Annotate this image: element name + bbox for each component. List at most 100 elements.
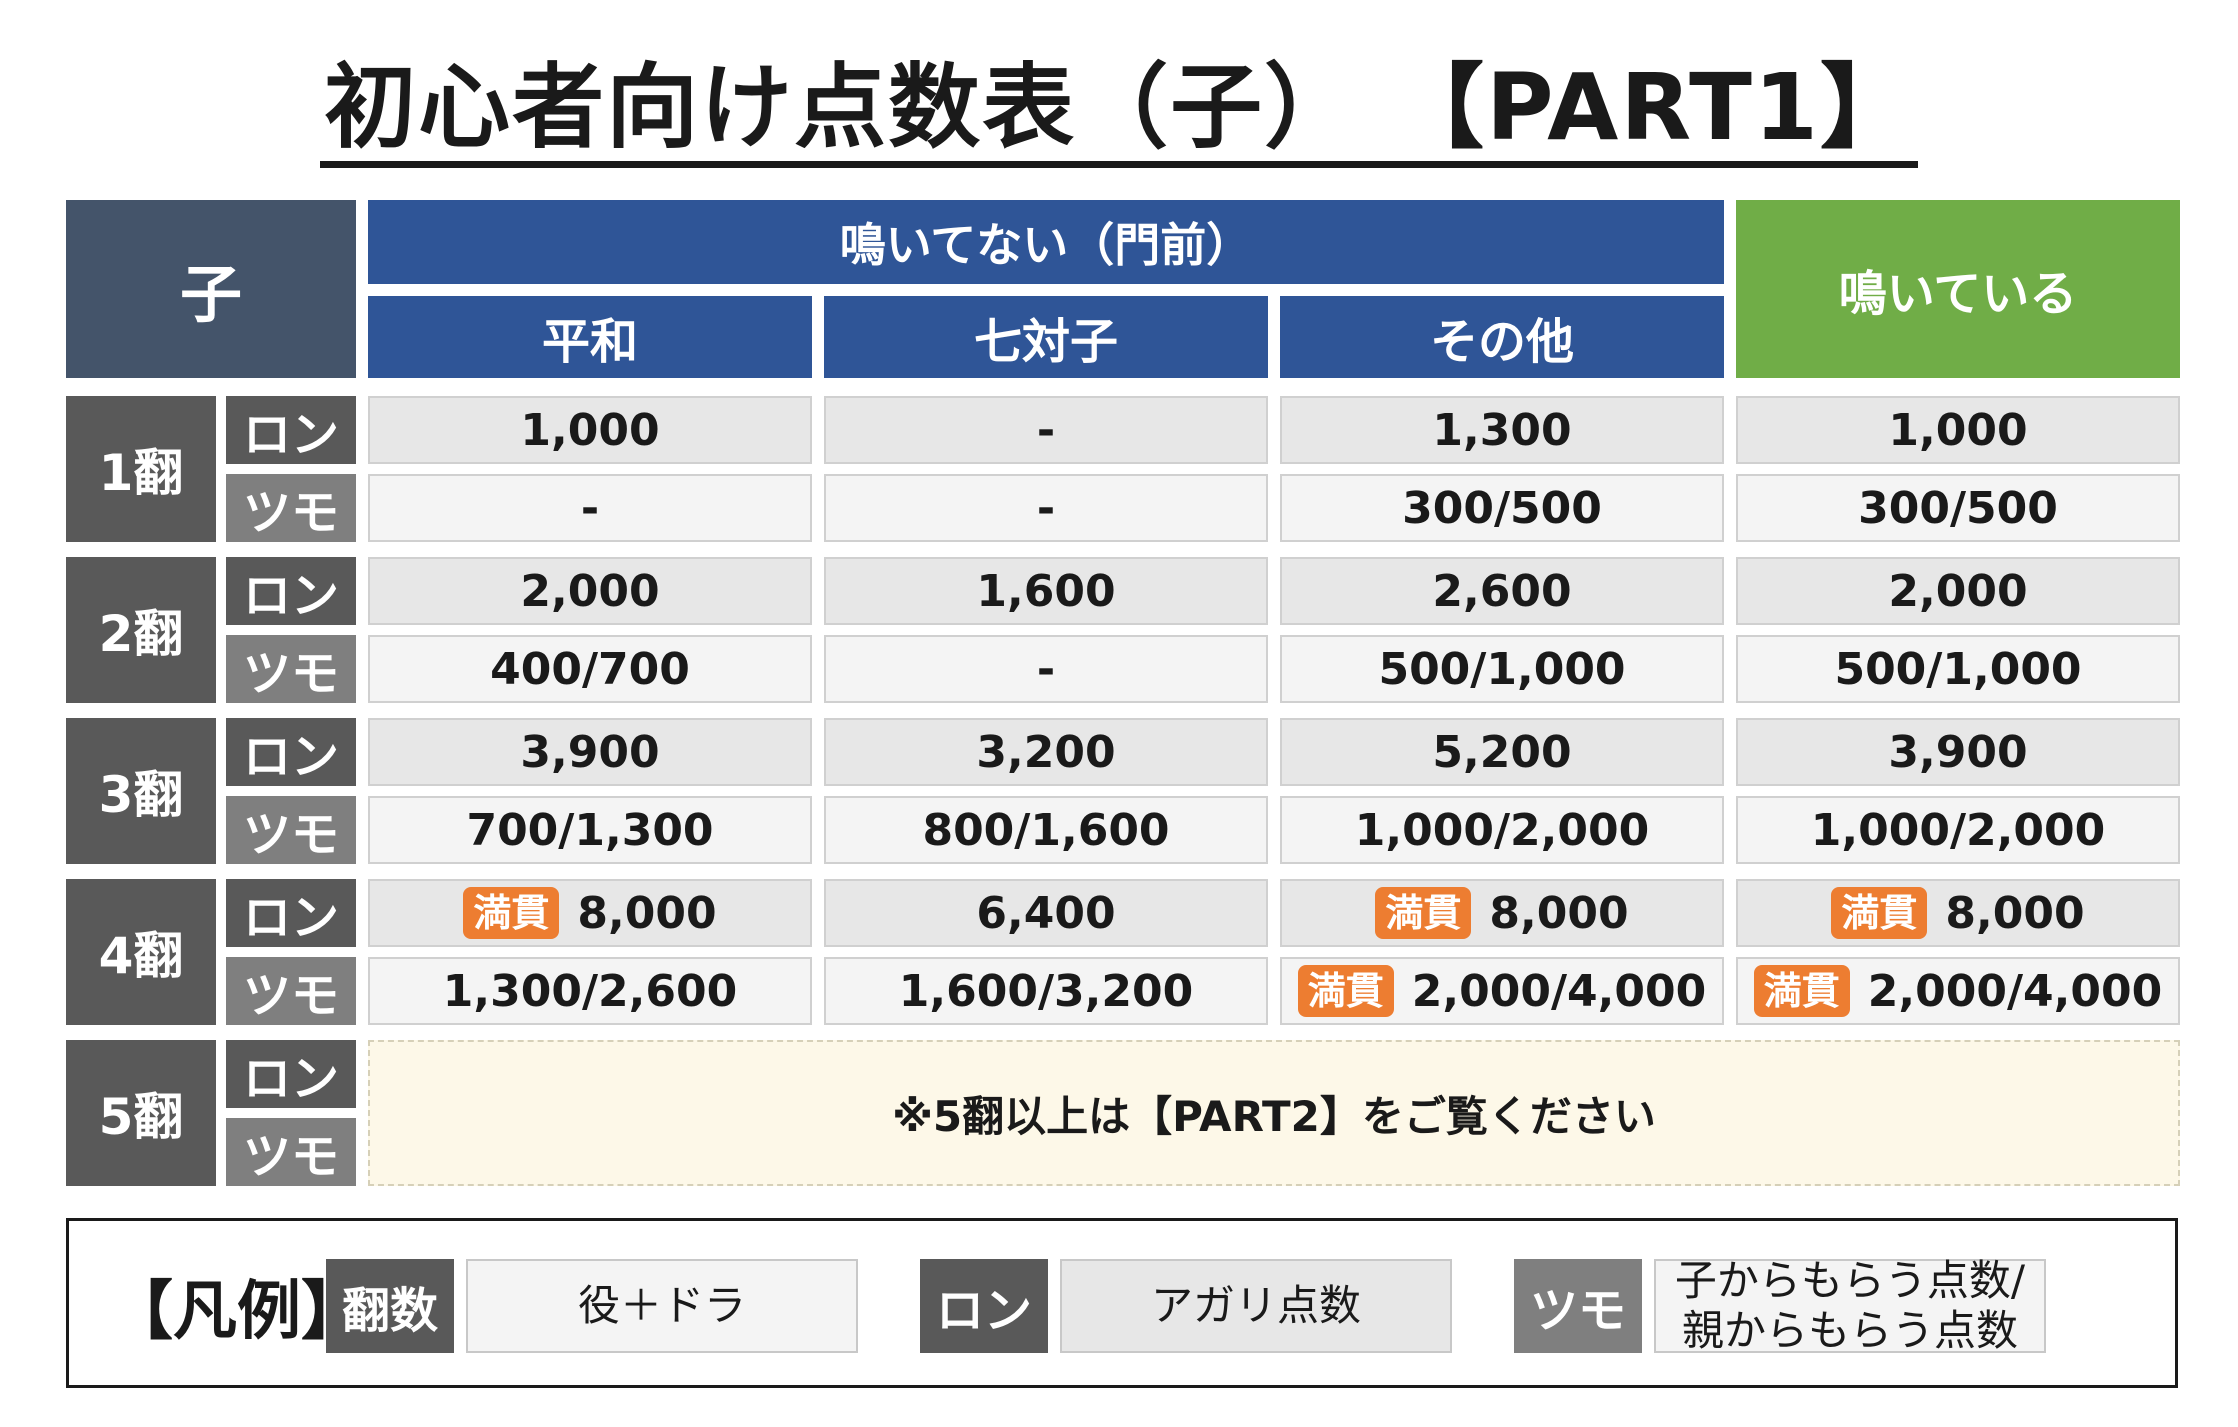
score-value: 700/1,300 [466, 804, 714, 856]
legend-key: 翻数 [326, 1259, 454, 1353]
han-label: 2翻 [66, 557, 216, 703]
corner-label: 子 [66, 200, 356, 378]
score-value: - [1036, 404, 1056, 456]
legend-value: 子からもらう点数/ 親からもらう点数 [1654, 1256, 2046, 1355]
tsumo-label: ツモ [226, 474, 356, 542]
ron-score-cell: 1,300 [1280, 396, 1724, 464]
ron-score-cell: 1,600 [824, 557, 1268, 625]
tsumo-label: ツモ [226, 635, 356, 703]
tsumo-score-cell: 1,300/2,600 [368, 957, 812, 1025]
legend-key: ロン [920, 1259, 1048, 1353]
score-value: 1,600/3,200 [898, 965, 1194, 1017]
tsumo-score-cell: - [824, 474, 1268, 542]
tsumo-score-cell: - [824, 635, 1268, 703]
ron-score-cell: 満貫 8,000 [368, 879, 812, 947]
column-header-1: 平和 [368, 296, 812, 378]
ron-score-cell: 1,000 [1736, 396, 2180, 464]
mangan-badge: 満貫 [463, 887, 560, 939]
ron-score-cell: 3,900 [1736, 718, 2180, 786]
ron-score-cell: 5,200 [1280, 718, 1724, 786]
han-label: 5翻 [66, 1040, 216, 1186]
score-value: - [1036, 482, 1056, 534]
legend-value: 役＋ドラ [466, 1259, 858, 1353]
score-value: 2,000/4,000 [1867, 965, 2163, 1017]
tsumo-score-cell: 1,600/3,200 [824, 957, 1268, 1025]
score-value: 400/700 [490, 643, 690, 695]
open-group-header: 鳴いている [1736, 200, 2180, 378]
ron-score-cell: 2,000 [1736, 557, 2180, 625]
score-value: 3,900 [520, 726, 660, 778]
tsumo-score-cell: 400/700 [368, 635, 812, 703]
score-value: 2,000/4,000 [1411, 965, 1707, 1017]
tsumo-score-cell: 800/1,600 [824, 796, 1268, 864]
tsumo-label: ツモ [226, 796, 356, 864]
tsumo-score-cell: 500/1,000 [1280, 635, 1724, 703]
score-value: 1,300 [1432, 404, 1572, 456]
ron-score-cell: 満貫 8,000 [1736, 879, 2180, 947]
score-value: 6,400 [976, 887, 1116, 939]
ron-score-cell: 3,200 [824, 718, 1268, 786]
score-value: 300/500 [1402, 482, 1602, 534]
ron-score-cell: 6,400 [824, 879, 1268, 947]
ron-score-cell: 3,900 [368, 718, 812, 786]
ron-label: ロン [226, 879, 356, 947]
score-value: 8,000 [1489, 887, 1629, 939]
han-label: 1翻 [66, 396, 216, 542]
mangan-badge: 満貫 [1375, 887, 1472, 939]
legend-title: 【凡例】 [109, 1275, 365, 1349]
tsumo-score-cell: 1,000/2,000 [1280, 796, 1724, 864]
tsumo-score-cell: 1,000/2,000 [1736, 796, 2180, 864]
score-value: 3,200 [976, 726, 1116, 778]
score-value: - [1036, 643, 1056, 695]
score-value: - [580, 482, 600, 534]
tsumo-score-cell: 700/1,300 [368, 796, 812, 864]
score-value: 500/1,000 [1834, 643, 2082, 695]
tsumo-score-cell: 満貫 2,000/4,000 [1736, 957, 2180, 1025]
score-value: 1,000/2,000 [1354, 804, 1650, 856]
legend-box: 【凡例】 翻数 役＋ドラ ロン アガリ点数 ツモ 子からもらう点数/ 親からもらう点数 [66, 1218, 2178, 1388]
tsumo-label: ツモ [226, 957, 356, 1025]
tsumo-score-cell: 満貫 2,000/4,000 [1280, 957, 1724, 1025]
score-value: 1,000 [520, 404, 660, 456]
score-value: 3,900 [1888, 726, 2028, 778]
closed-group-header: 鳴いてない（門前） [368, 200, 1724, 284]
tsumo-score-cell: - [368, 474, 812, 542]
score-value: 300/500 [1858, 482, 2058, 534]
legend-key: ツモ [1514, 1259, 1642, 1353]
ron-score-cell: 満貫 8,000 [1280, 879, 1724, 947]
score-value: 800/1,600 [922, 804, 1170, 856]
tsumo-score-cell: 500/1,000 [1736, 635, 2180, 703]
score-value: 2,600 [1432, 565, 1572, 617]
part2-note: ※5翻以上は【PART2】をご覧ください [368, 1040, 2180, 1186]
tsumo-label: ツモ [226, 1118, 356, 1186]
page-title: 初心者向け点数表（子） 【PART1】 [0, 48, 2238, 168]
score-value: 1,300/2,600 [442, 965, 738, 1017]
ron-score-cell: 2,000 [368, 557, 812, 625]
mangan-badge: 満貫 [1297, 965, 1394, 1017]
ron-score-cell: 2,600 [1280, 557, 1724, 625]
legend-value: アガリ点数 [1060, 1259, 1452, 1353]
ron-label: ロン [226, 396, 356, 464]
ron-label: ロン [226, 718, 356, 786]
score-value: 1,000 [1888, 404, 2028, 456]
mangan-badge: 満貫 [1831, 887, 1928, 939]
score-value: 8,000 [577, 887, 717, 939]
ron-score-cell: - [824, 396, 1268, 464]
ron-score-cell: 1,000 [368, 396, 812, 464]
ron-label: ロン [226, 557, 356, 625]
score-value: 500/1,000 [1378, 643, 1626, 695]
page-title-text: 初心者向け点数表（子） 【PART1】 [320, 54, 1918, 168]
score-value: 2,000 [1888, 565, 2028, 617]
tsumo-score-cell: 300/500 [1736, 474, 2180, 542]
column-header-3: その他 [1280, 296, 1724, 378]
han-label: 4翻 [66, 879, 216, 1025]
ron-label: ロン [226, 1040, 356, 1108]
han-label: 3翻 [66, 718, 216, 864]
tsumo-score-cell: 300/500 [1280, 474, 1724, 542]
score-value: 2,000 [520, 565, 660, 617]
score-value: 8,000 [1945, 887, 2085, 939]
column-header-2: 七対子 [824, 296, 1268, 378]
score-value: 5,200 [1432, 726, 1572, 778]
score-value: 1,600 [976, 565, 1116, 617]
mangan-badge: 満貫 [1753, 965, 1850, 1017]
